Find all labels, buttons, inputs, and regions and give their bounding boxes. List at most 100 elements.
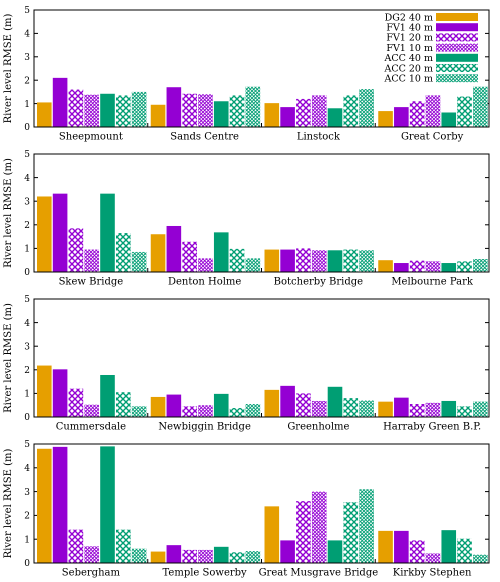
bar-sebergham-dg2-40-m [37, 448, 52, 563]
bar-denton-holme-acc-10-m [245, 258, 261, 272]
bar-greenholme-fv1-20-m [296, 393, 311, 417]
y-tick-label: 0 [24, 413, 30, 423]
x-category-label: Greenholme [287, 422, 349, 433]
bar-skew-bridge-fv1-10-m [84, 249, 99, 272]
bar-great-corby-dg2-40-m [378, 111, 393, 127]
bar-cummersdale-acc-40-m [100, 374, 115, 417]
bar-newbiggin-bridge-fv1-10-m [198, 405, 213, 417]
y-tick-label: 1 [24, 100, 30, 110]
bar-skew-bridge-dg2-40-m [37, 196, 52, 272]
y-tick-label: 3 [24, 197, 30, 207]
y-axis-label: River level RMSE (m) [3, 303, 14, 413]
bar-sheepmount-fv1-20-m [68, 89, 84, 127]
bar-temple-sowerby-fv1-20-m [182, 549, 197, 563]
bar-great-corby-fv1-10-m [425, 95, 441, 127]
bar-kirkby-stephen-fv1-10-m [425, 553, 441, 563]
y-tick-label: 2 [24, 76, 30, 86]
bar-skew-bridge-acc-20-m [116, 233, 131, 272]
y-tick-label: 5 [24, 150, 30, 160]
bar-kirkby-stephen-acc-10-m [473, 554, 488, 563]
y-axis-label: River level RMSE (m) [3, 14, 14, 124]
plot-frame [33, 298, 490, 418]
x-category-label: Melbourne Park [391, 277, 474, 288]
y-tick-label: 5 [24, 6, 30, 16]
chart-panel-1: 0 1 2 3 4 5 River level RMSE (m) Sheepmount Sand… [3, 6, 490, 143]
bar-botcherby-bridge-fv1-40-m [280, 249, 295, 272]
y-axis-label: River level RMSE (m) [3, 158, 14, 268]
x-category-label: Skew Bridge [59, 277, 124, 288]
bar-greenholme-dg2-40-m [264, 389, 280, 417]
bar-harraby-green-b-p-acc-40-m [441, 400, 457, 417]
y-tick-label: 0 [24, 123, 30, 133]
legend-label-acc-40-m: ACC 40 m [383, 53, 433, 64]
legend-swatch-acc-20-m [436, 64, 478, 72]
y-tick-label: 3 [24, 342, 30, 352]
bar-cummersdale-dg2-40-m [37, 365, 52, 417]
bar-great-corby-acc-40-m [441, 112, 457, 127]
bar-kirkby-stephen-dg2-40-m [378, 530, 393, 563]
bar-greenholme-acc-10-m [359, 400, 374, 417]
y-tick-label: 4 [24, 30, 30, 40]
x-category-label: Denton Holme [168, 277, 241, 288]
y-tick-label: 3 [24, 488, 30, 498]
bar-denton-holme-fv1-10-m [198, 258, 213, 272]
x-category-label: Linstock [297, 132, 341, 143]
y-tick-label: 5 [24, 440, 30, 450]
bar-linstock-fv1-20-m [296, 98, 311, 127]
bar-newbiggin-bridge-fv1-40-m [166, 394, 182, 417]
legend-label-acc-20-m: ACC 20 m [383, 63, 433, 74]
bar-sands-centre-fv1-20-m [182, 93, 197, 127]
bar-cummersdale-acc-10-m [131, 406, 147, 417]
bar-melbourne-park-acc-20-m [457, 261, 472, 272]
legend-swatch-fv1-40-m [436, 23, 478, 32]
bar-melbourne-park-acc-40-m [441, 263, 457, 272]
y-tick-label: 1 [24, 390, 30, 400]
bar-harraby-green-b-p-acc-20-m [457, 406, 472, 417]
y-tick-label: 4 [24, 174, 30, 184]
legend-swatch-fv1-10-m [436, 43, 478, 52]
bar-sebergham-fv1-40-m [52, 446, 68, 563]
legend-swatch-fv1-20-m [436, 33, 478, 42]
bar-sebergham-fv1-20-m [68, 529, 84, 563]
bar-skew-bridge-acc-10-m [131, 251, 147, 272]
bar-cummersdale-acc-20-m [116, 392, 131, 417]
bar-linstock-acc-10-m [359, 89, 374, 127]
bar-melbourne-park-dg2-40-m [378, 260, 393, 272]
bar-denton-holme-fv1-20-m [182, 241, 197, 272]
bar-sheepmount-dg2-40-m [37, 102, 52, 127]
bar-cummersdale-fv1-10-m [84, 404, 99, 417]
bar-temple-sowerby-acc-20-m [229, 552, 245, 563]
y-tick-label: 4 [24, 319, 30, 329]
y-tick-label: 3 [24, 53, 30, 63]
bar-sands-centre-fv1-10-m [198, 94, 213, 127]
x-category-label: Harraby Green B.P. [383, 422, 481, 433]
bar-denton-holme-acc-40-m [213, 232, 229, 272]
bar-great-corby-acc-10-m [473, 86, 488, 127]
bar-skew-bridge-acc-40-m [100, 193, 115, 272]
bar-botcherby-bridge-fv1-20-m [296, 248, 311, 272]
y-tick-label: 2 [24, 512, 30, 522]
bar-linstock-acc-20-m [343, 95, 359, 127]
chart-panel-4: 0 1 2 3 4 5 River level RMSE (m) Sebergham Templ… [3, 440, 490, 579]
plot-frame [33, 9, 490, 128]
y-tick-label: 0 [24, 559, 30, 569]
chart-panel-2: 0 1 2 3 4 5 River level RMSE (m) Skew Bridge Den… [3, 150, 490, 288]
x-category-label: Sheepmount [59, 132, 123, 143]
bar-great-musgrave-bridge-fv1-20-m [296, 501, 311, 563]
bar-harraby-green-b-p-acc-10-m [473, 401, 488, 417]
bar-sands-centre-acc-40-m [213, 101, 229, 127]
bar-sands-centre-dg2-40-m [150, 104, 166, 127]
bar-temple-sowerby-acc-10-m [245, 551, 261, 563]
bar-great-musgrave-bridge-acc-40-m [327, 540, 343, 563]
bar-denton-holme-fv1-40-m [166, 225, 182, 272]
bar-harraby-green-b-p-fv1-20-m [409, 404, 425, 417]
bar-botcherby-bridge-fv1-10-m [311, 250, 327, 272]
x-category-label: Cummersdale [56, 422, 126, 433]
bar-great-musgrave-bridge-acc-10-m [359, 489, 374, 563]
bar-great-musgrave-bridge-fv1-40-m [280, 540, 295, 563]
bar-sheepmount-acc-40-m [100, 93, 115, 127]
bar-newbiggin-bridge-fv1-20-m [182, 406, 197, 417]
y-tick-label: 1 [24, 245, 30, 255]
